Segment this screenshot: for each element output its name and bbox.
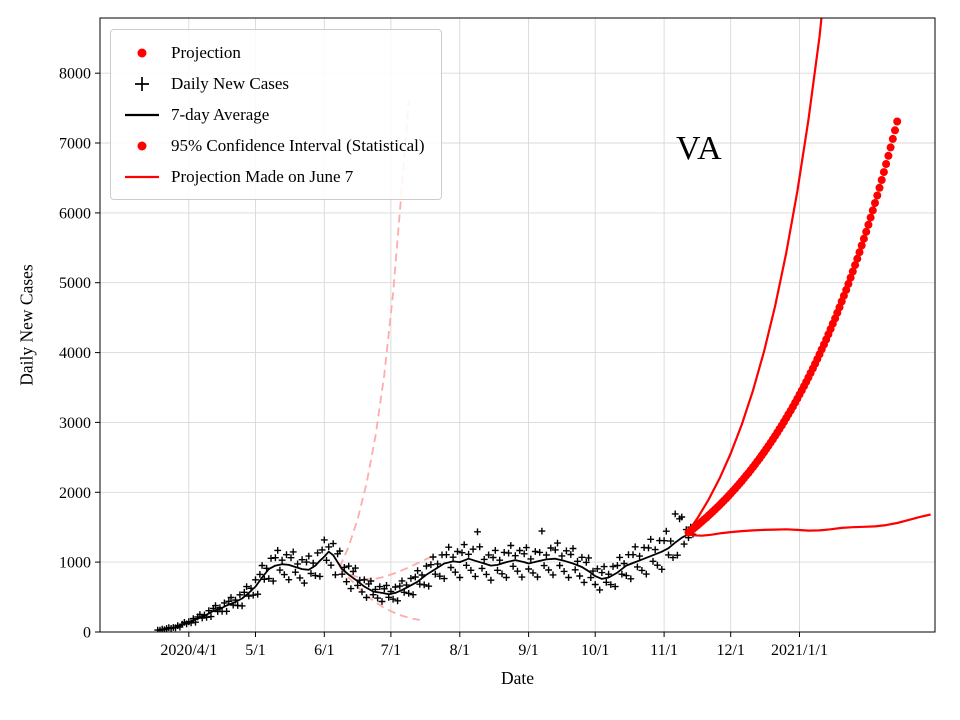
gridlines: [100, 18, 935, 632]
legend-item: Projection Made on June 7: [119, 162, 425, 191]
red-line-icon: [119, 167, 165, 187]
black-line-icon: [119, 105, 165, 125]
series-layer: [154, 18, 931, 632]
y-tick-label: 4000: [59, 345, 91, 362]
red-dot-icon: [119, 136, 165, 156]
x-tick-label: 11/1: [650, 642, 678, 659]
x-tick-label: 12/1: [716, 642, 744, 659]
series-projection: [684, 117, 902, 537]
legend-label: 7-day Average: [171, 104, 270, 124]
y-tick-label: 2000: [59, 485, 91, 502]
x-tick-label: 10/1: [581, 642, 609, 659]
y-tick-label: 1000: [59, 555, 91, 572]
series-projection-june7-upper: [338, 101, 410, 568]
legend-label: Projection: [171, 42, 241, 62]
y-tick-label: 5000: [59, 275, 91, 292]
legend: Projection Daily New Cases 7-day Average 95…: [110, 29, 442, 200]
x-tick-label: 5/1: [245, 642, 265, 659]
red-dot-icon: [119, 43, 165, 63]
series-daily-new-cases: [154, 510, 697, 632]
x-tick-label: 9/1: [518, 642, 538, 659]
legend-item: 95% Confidence Interval (Statistical): [119, 131, 425, 160]
series-seven-day-average: [157, 531, 694, 632]
y-tick-label: 7000: [59, 136, 91, 153]
state-annotation: VA: [676, 130, 723, 167]
legend-item: Daily New Cases: [119, 69, 425, 98]
y-tick-label: 3000: [59, 415, 91, 432]
legend-item: 7-day Average: [119, 100, 425, 129]
y-tick-label: 6000: [59, 205, 91, 222]
x-tick-label: 8/1: [450, 642, 470, 659]
legend-label: Daily New Cases: [171, 73, 290, 93]
axis-ticks: 2020/4/1 5/1 6/1 7/1 8/1 9/1 10/1 11/1 12/1 2021/…: [59, 66, 828, 659]
plot-frame: [99, 17, 936, 633]
x-tick-label: 6/1: [314, 642, 334, 659]
y-axis-title: Daily New Cases: [16, 264, 37, 386]
legend-label: Projection Made on June 7: [171, 166, 354, 186]
x-axis-title: Date: [500, 668, 535, 688]
x-tick-label: 2020/4/1: [160, 642, 217, 659]
x-tick-label: 2021/1/1: [771, 642, 828, 659]
series-ci-upper: [685, 18, 823, 535]
legend-item: Projection: [119, 38, 425, 67]
y-tick-label: 0: [83, 625, 91, 642]
series-projection-june7-middle: [339, 554, 436, 581]
y-tick-label: 8000: [59, 66, 91, 83]
black-plus-icon: [119, 74, 165, 94]
x-tick-label: 7/1: [381, 642, 401, 659]
series-projection-june7-lower: [339, 566, 420, 621]
series-ci-lower: [686, 513, 931, 537]
legend-label: 95% Confidence Interval (Statistical): [171, 135, 425, 155]
